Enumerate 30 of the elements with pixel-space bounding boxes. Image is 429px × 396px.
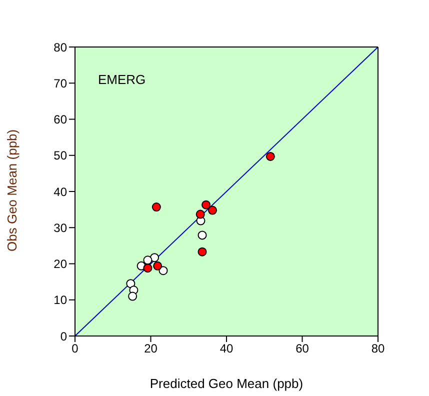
point: [196, 210, 205, 219]
y-tick-label: 10: [54, 293, 68, 308]
point: [152, 202, 161, 212]
point: [158, 266, 168, 276]
x-axis-title: Predicted Geo Mean (ppb): [150, 376, 304, 391]
y-tick-label: 30: [54, 220, 68, 235]
annotation: EMERG: [98, 72, 146, 87]
y-tick-label: 40: [54, 184, 68, 199]
x-tick-label: 60: [296, 342, 310, 356]
y-tick-label: 20: [54, 257, 68, 272]
y-axis-title: Obs Geo Mean (ppb): [4, 129, 20, 252]
point: [198, 230, 207, 240]
point: [150, 253, 160, 262]
point: [202, 200, 211, 210]
y-tick-label: 70: [54, 76, 68, 90]
y-tick-label: 50: [54, 148, 68, 163]
y-tick-label: 80: [54, 40, 68, 54]
point: [143, 256, 152, 265]
point: [153, 261, 162, 270]
point: [208, 206, 217, 215]
x-tick-label: 40: [220, 342, 234, 356]
y-tick-label: 0: [60, 329, 68, 344]
x-tick-label: 0: [72, 342, 79, 356]
x-tick-label: 80: [371, 342, 385, 356]
point: [128, 292, 138, 301]
point: [266, 152, 275, 161]
x-tick-label: 20: [144, 342, 158, 356]
point: [198, 247, 207, 256]
point: [143, 264, 152, 273]
y-tick-label: 60: [54, 112, 68, 127]
